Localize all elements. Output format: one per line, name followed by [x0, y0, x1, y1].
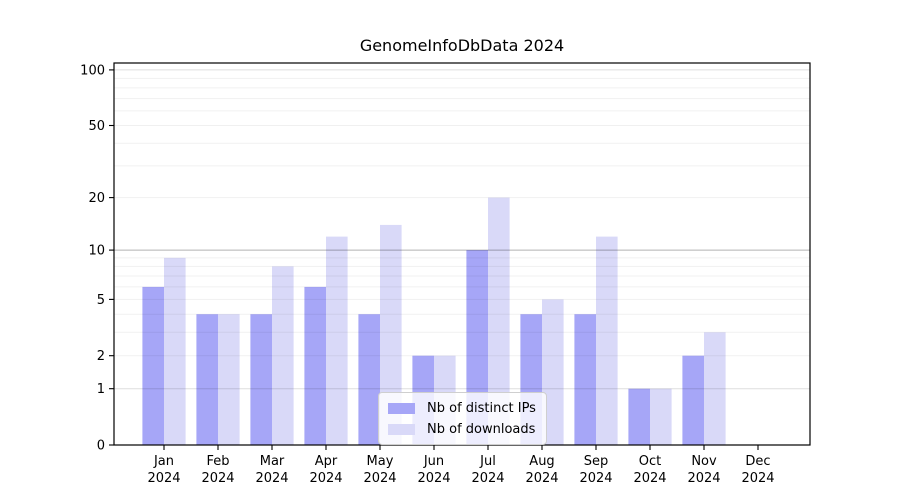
x-tick-label-month: Apr: [315, 454, 338, 469]
y-tick-label: 50: [88, 119, 105, 134]
x-tick-label-month: Dec: [745, 454, 770, 469]
bar-distinct-ips-Jan: [142, 286, 164, 445]
y-tick-label: 0: [97, 439, 105, 454]
legend-swatch-distinct-ips: [388, 402, 415, 414]
legend-item-distinct-ips: Nb of distinct IPs: [388, 399, 536, 417]
y-tick-label: 10: [88, 244, 105, 259]
legend-label-downloads: Nb of downloads: [427, 421, 536, 437]
legend-item-downloads: Nb of downloads: [388, 420, 536, 438]
bar-downloads-Jan: [164, 257, 186, 445]
bar-distinct-ips-Sep: [574, 314, 596, 445]
x-tick-label-month: Oct: [639, 454, 661, 469]
x-tick-label-month: Jan: [153, 454, 174, 469]
x-tick-label-month: May: [367, 454, 394, 469]
bar-distinct-ips-Apr: [304, 286, 326, 445]
bar-downloads-Aug: [542, 299, 564, 445]
bar-downloads-May: [380, 224, 402, 445]
x-tick-label-month: Nov: [691, 454, 717, 469]
bar-distinct-ips-Mar: [250, 314, 272, 445]
x-tick-label-month: Mar: [260, 454, 285, 469]
plot-border: [113, 62, 811, 446]
bar-downloads-Oct: [650, 388, 672, 445]
x-tick-label-year: 2024: [417, 471, 450, 486]
legend: Nb of distinct IPs Nb of downloads: [378, 392, 547, 445]
y-tick-label: 5: [97, 293, 105, 308]
x-tick-label-month: Sep: [584, 454, 609, 469]
y-tick-label: 2: [97, 349, 105, 364]
bar-downloads-Jul: [488, 197, 510, 445]
x-tick-label-year: 2024: [687, 471, 720, 486]
y-tick-label: 20: [88, 191, 105, 206]
y-tick-label: 100: [80, 63, 105, 78]
x-tick-label-year: 2024: [147, 471, 180, 486]
x-tick-label-month: Aug: [529, 454, 554, 469]
bar-distinct-ips-Nov: [682, 355, 704, 445]
chart-title: GenomeInfoDbData 2024: [359, 36, 565, 55]
x-tick-label-year: 2024: [579, 471, 612, 486]
bar-downloads-Feb: [218, 314, 240, 445]
x-tick-label-year: 2024: [363, 471, 396, 486]
bar-distinct-ips-Feb: [196, 314, 218, 445]
legend-label-distinct-ips: Nb of distinct IPs: [427, 400, 536, 416]
bar-distinct-ips-May: [358, 314, 380, 445]
bar-downloads-Mar: [272, 266, 294, 445]
x-tick-label-year: 2024: [471, 471, 504, 486]
x-tick-label-year: 2024: [741, 471, 774, 486]
x-tick-label-year: 2024: [309, 471, 342, 486]
bar-downloads-Apr: [326, 236, 348, 445]
bar-downloads-Sep: [596, 236, 618, 445]
x-tick-label-month: Jul: [479, 454, 496, 469]
y-tick-label: 1: [97, 382, 105, 397]
x-tick-label-year: 2024: [255, 471, 288, 486]
bar-distinct-ips-Oct: [628, 388, 650, 445]
bar-downloads-Nov: [704, 332, 726, 445]
x-tick-label-year: 2024: [633, 471, 666, 486]
x-tick-label-month: Feb: [206, 454, 229, 469]
x-tick-label-year: 2024: [525, 471, 558, 486]
x-tick-label-year: 2024: [201, 471, 234, 486]
x-tick-label-month: Jun: [423, 454, 444, 469]
legend-swatch-downloads: [388, 423, 415, 435]
